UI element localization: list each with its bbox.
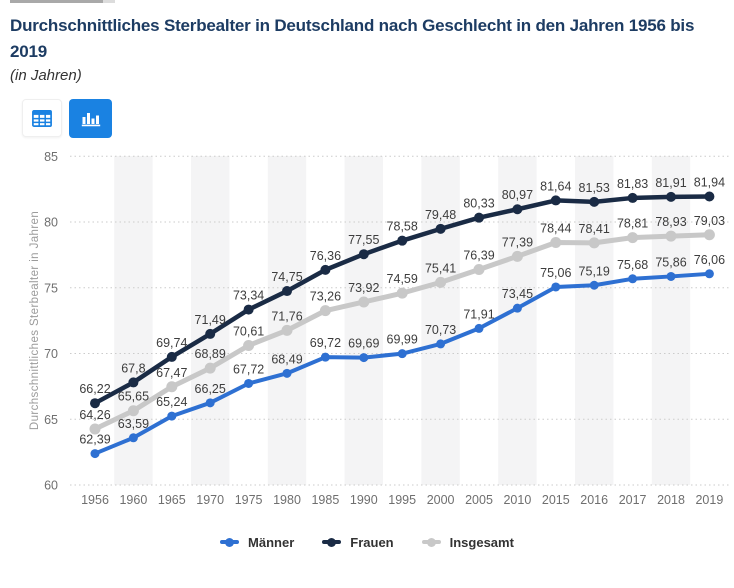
svg-text:65,24: 65,24: [156, 395, 187, 409]
legend-label-maenner: Männer: [248, 534, 295, 550]
svg-text:73,45: 73,45: [502, 287, 533, 301]
svg-text:2005: 2005: [465, 493, 493, 507]
svg-text:75: 75: [44, 281, 58, 295]
svg-text:80,97: 80,97: [502, 188, 533, 202]
svg-text:67,8: 67,8: [121, 361, 145, 375]
svg-text:2016: 2016: [580, 493, 608, 507]
svg-text:2018: 2018: [657, 493, 685, 507]
page-title: Durchschnittliches Sterbealter in Deutsc…: [10, 16, 695, 62]
svg-text:79,48: 79,48: [425, 208, 456, 222]
svg-text:69,69: 69,69: [348, 337, 379, 351]
svg-text:70,73: 70,73: [425, 323, 456, 337]
svg-text:1960: 1960: [119, 493, 147, 507]
bar-chart-icon: [81, 113, 100, 127]
svg-text:81,64: 81,64: [540, 179, 571, 193]
svg-text:69,74: 69,74: [156, 336, 187, 350]
svg-text:1975: 1975: [235, 493, 263, 507]
svg-text:70: 70: [44, 347, 58, 361]
svg-text:1985: 1985: [311, 493, 339, 507]
svg-text:63,59: 63,59: [118, 417, 149, 431]
svg-text:75,86: 75,86: [655, 255, 686, 269]
svg-text:2017: 2017: [619, 493, 647, 507]
svg-text:77,39: 77,39: [502, 235, 533, 249]
svg-text:2015: 2015: [542, 493, 570, 507]
svg-text:77,55: 77,55: [348, 233, 379, 247]
legend-label-insgesamt: Insgesamt: [449, 534, 514, 550]
chart-legend: Männer Frauen Insgesamt: [0, 532, 734, 552]
svg-text:81,83: 81,83: [617, 177, 648, 191]
active-tab-indicator: [10, 0, 103, 3]
svg-text:78,44: 78,44: [540, 222, 571, 236]
svg-text:71,91: 71,91: [463, 307, 494, 321]
legend-marker-insgesamt: [421, 537, 441, 547]
svg-text:68,89: 68,89: [195, 347, 226, 361]
svg-text:80: 80: [44, 216, 58, 230]
svg-text:65: 65: [44, 413, 58, 427]
svg-text:1965: 1965: [158, 493, 186, 507]
svg-text:71,76: 71,76: [271, 309, 302, 323]
svg-text:67,72: 67,72: [233, 362, 264, 376]
chart-subtitle: (in Jahren): [10, 67, 82, 84]
svg-text:2010: 2010: [503, 493, 531, 507]
table-grid-icon: [32, 109, 52, 127]
svg-text:73,92: 73,92: [348, 281, 379, 295]
legend-item-insgesamt[interactable]: Insgesamt: [421, 534, 514, 550]
svg-text:1956: 1956: [81, 493, 109, 507]
svg-text:76,36: 76,36: [310, 249, 341, 263]
svg-text:78,93: 78,93: [655, 215, 686, 229]
view-toggle-toolbar: [22, 99, 112, 138]
svg-text:81,94: 81,94: [694, 175, 725, 189]
svg-text:79,03: 79,03: [694, 214, 725, 228]
legend-marker-maenner: [220, 537, 240, 547]
svg-text:74,75: 74,75: [271, 270, 302, 284]
tab-indicator-edge: [103, 0, 115, 3]
legend-item-frauen[interactable]: Frauen: [322, 534, 394, 550]
legend-marker-frauen: [322, 537, 342, 547]
svg-text:64,26: 64,26: [79, 408, 110, 422]
svg-text:66,22: 66,22: [79, 382, 110, 396]
svg-text:1970: 1970: [196, 493, 224, 507]
svg-text:78,41: 78,41: [579, 222, 610, 236]
svg-text:81,91: 81,91: [655, 176, 686, 190]
svg-text:74,59: 74,59: [387, 272, 418, 286]
svg-text:1990: 1990: [350, 493, 378, 507]
svg-text:69,99: 69,99: [387, 333, 418, 347]
svg-text:76,39: 76,39: [463, 248, 494, 262]
svg-text:66,25: 66,25: [195, 382, 226, 396]
svg-text:75,68: 75,68: [617, 258, 648, 272]
svg-text:62,39: 62,39: [79, 433, 110, 447]
svg-text:68,49: 68,49: [271, 352, 302, 366]
svg-text:78,58: 78,58: [387, 220, 418, 234]
svg-text:71,49: 71,49: [195, 313, 226, 327]
svg-text:2019: 2019: [695, 493, 723, 507]
svg-text:69,72: 69,72: [310, 336, 341, 350]
svg-text:75,41: 75,41: [425, 261, 456, 275]
chart-view-button[interactable]: [69, 99, 112, 138]
svg-text:85: 85: [44, 150, 58, 164]
svg-text:73,34: 73,34: [233, 289, 264, 303]
legend-label-frauen: Frauen: [350, 534, 394, 550]
svg-text:70,61: 70,61: [233, 324, 264, 338]
svg-text:73,26: 73,26: [310, 290, 341, 304]
svg-text:2000: 2000: [427, 493, 455, 507]
svg-text:81,53: 81,53: [579, 181, 610, 195]
svg-text:75,19: 75,19: [579, 264, 610, 278]
svg-text:60: 60: [44, 479, 58, 493]
svg-text:80,33: 80,33: [463, 197, 494, 211]
svg-text:Durchschnittliches Sterbealter: Durchschnittliches Sterbealter in Jahren: [29, 211, 41, 430]
svg-text:67,47: 67,47: [156, 366, 187, 380]
chart-svg: 60 65 70 75 80 85 Durchschnittliches Sterbealt…: [29, 150, 731, 507]
svg-text:76,06: 76,06: [694, 253, 725, 267]
svg-text:78,81: 78,81: [617, 217, 648, 231]
legend-item-maenner[interactable]: Männer: [220, 535, 294, 550]
svg-text:65,65: 65,65: [118, 390, 149, 404]
svg-text:75,06: 75,06: [540, 266, 571, 280]
svg-text:1980: 1980: [273, 493, 301, 507]
svg-text:1995: 1995: [388, 493, 416, 507]
table-view-button[interactable]: [22, 99, 62, 137]
